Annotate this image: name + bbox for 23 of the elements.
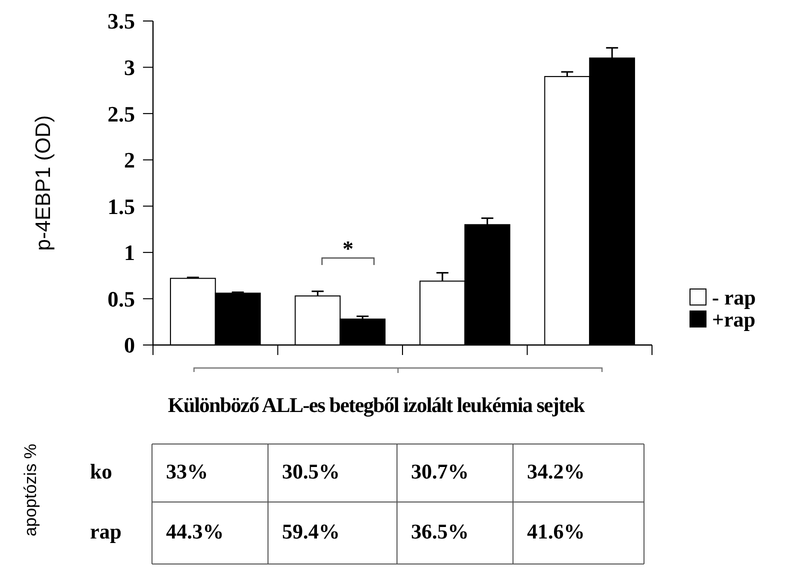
text: rap <box>90 519 122 544</box>
text: 33% <box>166 459 208 484</box>
legend-label: - rap <box>712 285 756 310</box>
y-tick-label: 0.5 <box>108 286 135 312</box>
text: 30.7% <box>411 459 469 484</box>
text: ko <box>90 459 112 484</box>
text: 44.3% <box>166 519 224 544</box>
text: 36.5% <box>411 519 469 544</box>
text: 41.6% <box>527 519 585 544</box>
text: 30.5% <box>282 459 340 484</box>
y-axis-title: p-4EBP1 (OD) <box>32 115 55 251</box>
y-tick-label: 0 <box>124 332 135 358</box>
x-axis-title: Különböző ALL-es betegből izolált leukémia sejtek <box>168 393 586 417</box>
annotation: * <box>342 236 354 261</box>
text: 34.2% <box>527 459 585 484</box>
y-tick-label: 2 <box>124 148 135 173</box>
text: 59.4% <box>282 519 340 544</box>
text: apoptózis % <box>20 444 40 536</box>
y-tick-label: 2.5 <box>108 101 135 126</box>
y-tick-label: 3 <box>124 54 135 80</box>
y-tick-label: 1.5 <box>108 194 135 219</box>
y-tick-label: 3.5 <box>108 8 135 34</box>
y-tick-label: 1 <box>124 240 135 266</box>
